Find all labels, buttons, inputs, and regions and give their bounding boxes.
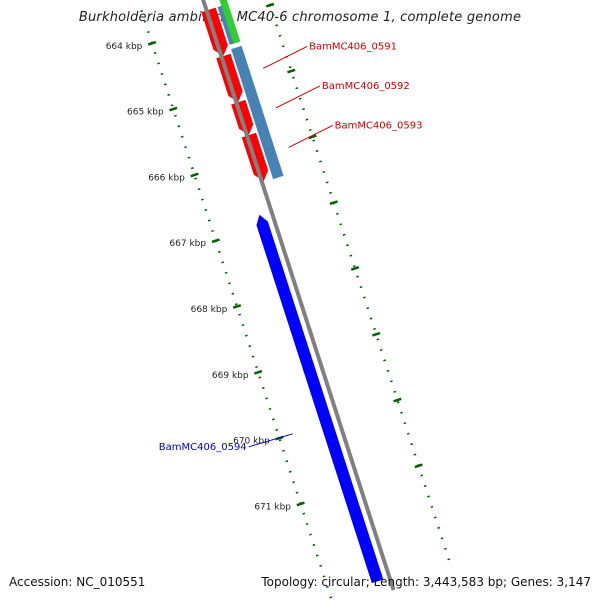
major-tick — [190, 172, 199, 178]
feature-block — [231, 45, 284, 180]
gene-label: BamMC406_0592 — [322, 81, 410, 92]
major-tick-inner — [372, 331, 381, 337]
major-tick-inner — [265, 2, 275, 8]
tick-label: 664 kbp — [106, 42, 143, 52]
gene-label: BamMC406_0591 — [309, 42, 397, 53]
tick-label: 669 kbp — [212, 371, 249, 381]
major-tick — [211, 238, 220, 244]
map-title: Burkholderia ambifaria MC40-6 chromosome… — [78, 10, 522, 25]
gene-label: BamMC406_0593 — [335, 120, 423, 131]
gene-label: BamMC406_0594 — [159, 442, 247, 453]
major-tick-inner — [350, 266, 360, 271]
features-track — [217, 0, 284, 180]
summary-text: Topology: circular; Length: 3,443,583 bp… — [261, 575, 591, 589]
major-tick-inner — [308, 134, 317, 140]
gene-labels: BamMC406_0591 BamMC406_0592 BamMC406_0593 B… — [159, 42, 423, 453]
tick-label: 667 kbp — [169, 239, 206, 249]
major-tick-inner — [414, 463, 423, 469]
feature-block — [219, 0, 241, 44]
accession-text: Accession: NC_010551 — [9, 575, 146, 589]
backbone-line — [201, 0, 396, 591]
tick-label: 665 kbp — [127, 108, 164, 118]
genes-track — [201, 7, 384, 584]
backbone — [201, 0, 396, 591]
label-leader — [262, 46, 308, 69]
major-tick-inner — [393, 397, 402, 403]
major-tick — [232, 304, 242, 309]
tick-marks: 664 kbp 665 kbp 666 kbp 667 kbp 668 kbp 669 k… — [106, 0, 452, 600]
major-tick — [169, 106, 178, 112]
tick-label: 668 kbp — [191, 305, 228, 315]
tick-label: 666 kbp — [148, 173, 185, 183]
label-leader — [288, 125, 333, 148]
major-tick — [296, 501, 305, 507]
gene-arrow — [256, 214, 384, 584]
major-tick — [253, 369, 263, 375]
major-tick-inner — [287, 68, 296, 74]
tick-label: 671 kbp — [254, 502, 291, 512]
major-tick — [147, 40, 157, 46]
tick-label: 670 kbp — [233, 437, 270, 447]
label-leader — [248, 433, 293, 448]
major-tick-inner — [329, 200, 338, 206]
label-leader — [275, 85, 321, 109]
